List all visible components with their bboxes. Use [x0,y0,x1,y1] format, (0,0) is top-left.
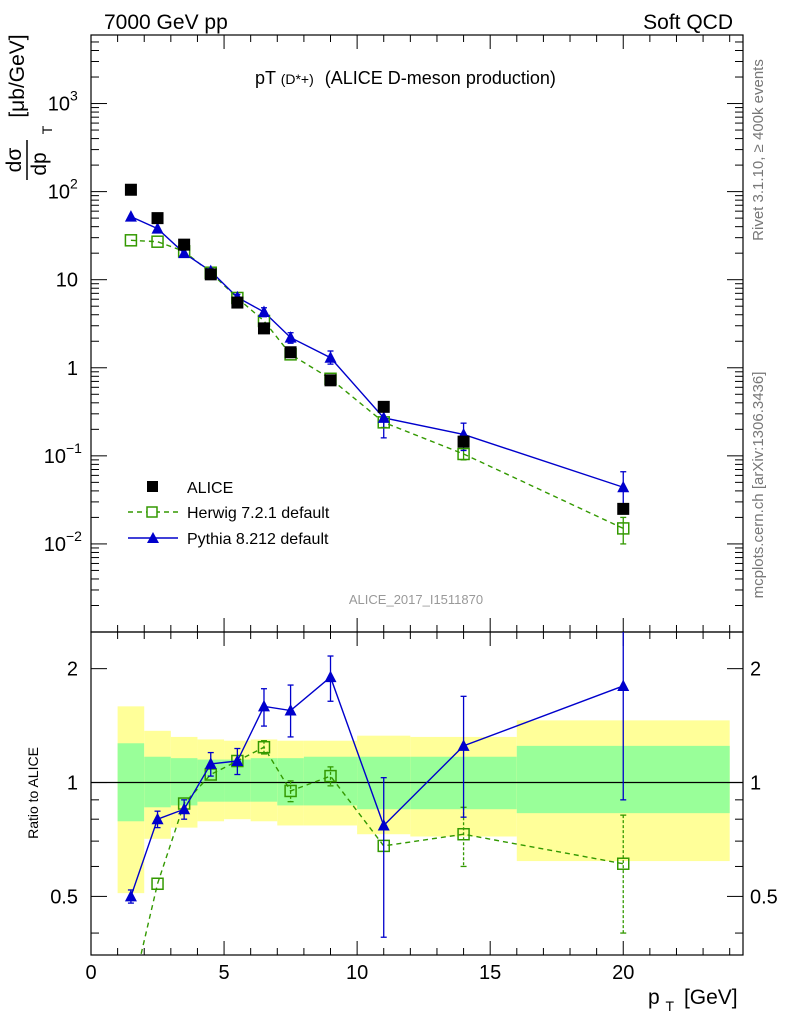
ratio-pythia-point [617,679,630,691]
ratio-y-tick-label-right: 0.5 [750,886,778,908]
xlabel-sub: T [666,998,675,1014]
legend: ALICE Herwig 7.2.1 default Pythia 8.212 … [128,480,330,548]
legend-marker-alice [147,481,158,492]
alice-point [284,346,297,359]
pythia-point [324,351,337,363]
alice-point [617,502,630,515]
y-tick-label: 10 [56,270,78,292]
x-tick-label: 5 [218,962,229,984]
y-tick-label-exp: 3 [70,88,78,104]
alice-point [124,183,137,196]
ratio-panel: 0 5 10 15 20 2 2 1 1 0.5 0.5 [50,631,778,1003]
ratio-y-tick-label: 1 [67,773,78,795]
legend-label-alice: ALICE [187,480,233,497]
ratio-y-tick-label: 2 [67,659,78,681]
herwig-point [616,522,630,535]
ratio-y-tick-label: 0.5 [50,886,78,908]
y-tick-label: 10 [48,94,70,116]
ratio-series [124,632,630,1003]
plot-title-rest: (ALICE D-meson production) [325,68,556,88]
ratio-pythia-point [257,699,270,712]
ratio-pythia-point [124,889,137,902]
alice-point [178,238,191,251]
pythia-point [284,331,297,343]
alice-point [457,435,470,448]
ylabel-unit: [μb/GeV] [6,34,29,117]
ratio-frame [90,631,744,956]
alice-point [257,322,270,335]
herwig-point [457,447,470,461]
y-tick-label-exp: 2 [70,176,78,192]
alice-point [377,400,390,413]
herwig-point [124,234,138,247]
ratio-herwig-point [151,877,164,891]
alice-point [204,268,217,281]
ratio-pythia-point [324,670,337,683]
plot-title-sub: (D*+) [281,71,314,87]
ratio-pythia-point [284,704,297,716]
x-tick-label: 15 [479,962,501,984]
ylabel-numerator: dσ [3,148,26,173]
xlabel: p T [GeV] [648,986,738,1016]
alice-point [231,296,244,309]
ratio-pythia-point [151,812,164,825]
pythia-point [124,210,137,222]
mcplots-label: mcplots.cern.ch [arXiv:1306.3436] [750,372,767,599]
ratio-uncertainty-bands [117,706,730,894]
xlabel-unit: [GeV] [684,986,738,1009]
y-tick-label-exp: −1 [66,440,82,456]
x-tick-label: 0 [85,962,96,984]
header-collision: 7000 GeV pp [104,11,228,34]
ratio-pythia-point [204,757,217,769]
ratio-pythia-point [178,802,191,815]
rivet-label: Rivet 3.1.10, ≥ 400k events [750,59,767,241]
main-ylabel: dσ dp T [μb/GeV] [3,34,55,180]
herwig-point [151,235,164,248]
pythia-point [377,411,390,423]
ratio-herwig-point [457,827,470,841]
ratio-band-inner [250,758,278,802]
herwig-line [130,239,624,530]
ratio-pythia-point [457,739,470,751]
ratio-herwig-point [324,769,337,783]
ratio-herwig-point [284,784,297,798]
y-tick-label-exp: −2 [66,528,82,544]
plot-title: pT (D*+) (ALICE D-meson production) [255,68,556,88]
ratio-y-tick-label-right: 2 [750,659,761,681]
pythia-point [151,222,164,234]
ratio-pythia-point [231,754,244,767]
pythia-line [130,215,624,488]
pythia-point [617,480,630,493]
legend-label-herwig: Herwig 7.2.1 default [187,505,330,522]
ratio-pythia-point [377,818,390,831]
y-tick-label: 10 [44,534,66,556]
ratio-herwig-point [125,992,136,1003]
header-process: Soft QCD [643,11,733,34]
xlabel-main: p [648,986,660,1009]
ylabel-denominator: dp [28,152,51,175]
alice-point [151,212,164,225]
legend-marker-pythia [147,532,159,543]
y-tick-label: 10 [44,446,66,468]
ratio-herwig-point [616,857,630,870]
ratio-y-tick-label-right: 1 [750,773,761,795]
ratio-ylabel: Ratio to ALICE [25,747,41,839]
pythia-point [178,246,191,259]
analysis-id: ALICE_2017_I1511870 [349,592,483,607]
ratio-herwig-point [257,740,271,754]
x-tick-label: 20 [612,962,634,984]
alice-point [324,374,337,387]
plot-title-main: pT [255,68,276,88]
y-tick-label: 1 [67,358,78,380]
y-tick-label: 10 [48,182,70,204]
x-tick-label: 10 [346,962,368,984]
legend-marker-herwig [146,506,158,518]
pythia-point [257,305,270,317]
ylabel-denominator-sub: T [39,125,55,134]
legend-label-pythia: Pythia 8.212 default [187,531,329,548]
